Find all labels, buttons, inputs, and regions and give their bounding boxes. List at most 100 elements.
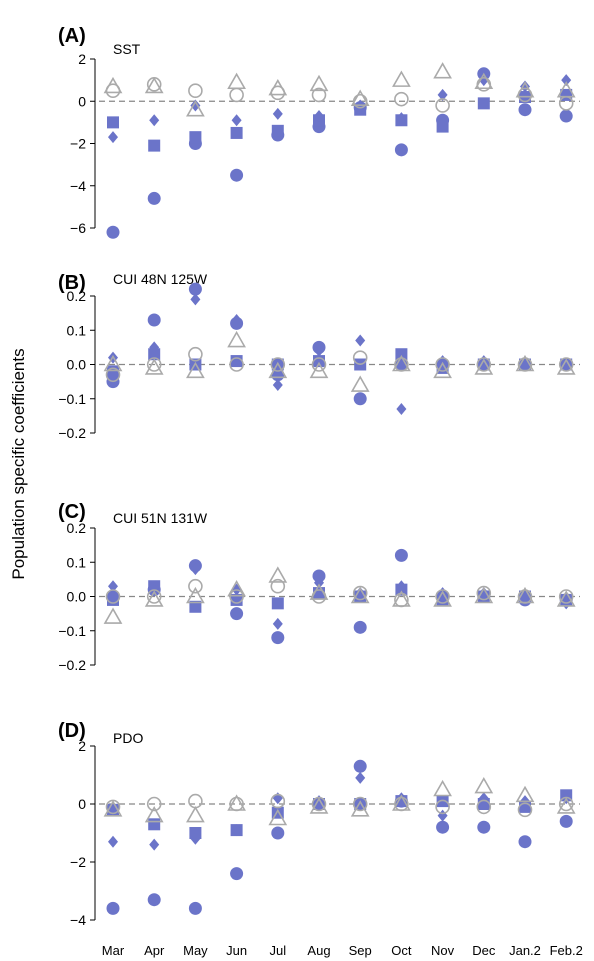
x-tick-label: Oct (391, 943, 412, 958)
open-triangle-marker (186, 361, 205, 379)
filled-circle-marker (230, 607, 244, 621)
open-circle-marker (188, 83, 203, 98)
panel-letter: (A) (58, 25, 86, 47)
filled-circle-marker (230, 867, 244, 881)
open-triangle-marker (268, 566, 288, 583)
filled-circle-marker (559, 814, 573, 828)
open-triangle-marker (350, 89, 370, 106)
x-tick-label: Jan.2 (509, 943, 541, 958)
x-tick-label: Jul (269, 943, 286, 958)
y-tick-label: −2 (70, 136, 86, 152)
y-tick-label: 0.2 (67, 520, 87, 536)
x-tick-label: Apr (144, 943, 165, 958)
open-circle-marker (270, 357, 286, 372)
y-tick-label: 0 (78, 93, 86, 109)
open-triangle-marker (309, 361, 329, 379)
x-tick-label: Aug (307, 943, 330, 958)
filled-circle-marker (147, 191, 161, 205)
open-triangle-marker (309, 797, 329, 814)
open-circle-marker (311, 87, 327, 103)
open-circle-marker (105, 589, 121, 604)
open-triangle-marker (103, 76, 123, 94)
filled-diamond-marker (355, 587, 366, 600)
filled-square-marker (313, 355, 325, 368)
filled-diamond-marker (314, 110, 324, 123)
y-tick-label: −6 (70, 220, 86, 236)
x-axis: Mar Apr May Jun Jul Aug Sep Oct Nov Dec Jan.2 Feb.2 (102, 943, 583, 958)
open-circle-marker (476, 357, 492, 372)
open-triangle-marker (515, 785, 535, 803)
open-circle-marker (435, 357, 450, 372)
open-circle-marker (146, 796, 162, 812)
open-circle-marker (352, 796, 368, 812)
y-tick-label: 0.2 (67, 288, 87, 304)
open-circle-marker (311, 357, 327, 372)
open-triangle-marker (433, 62, 452, 79)
filled-diamond-marker (355, 334, 366, 347)
open-triangle-marker (433, 361, 452, 379)
x-tick-label: Jun (226, 943, 247, 958)
filled-diamond-marker (190, 832, 201, 845)
open-triangle-marker (515, 586, 535, 604)
y-tick-label: −0.1 (58, 623, 86, 639)
filled-circle-marker (147, 313, 161, 327)
open-triangle-marker (515, 81, 535, 98)
filled-circle-marker (106, 901, 120, 915)
open-triangle-marker (227, 330, 246, 348)
filled-circle-marker (147, 893, 161, 907)
open-triangle-marker (103, 800, 123, 817)
filled-diamond-marker (396, 580, 407, 593)
open-triangle-marker (268, 808, 288, 826)
filled-diamond-marker (149, 838, 160, 851)
open-circle-marker (229, 87, 244, 103)
panel-title: CUI 48N 125W (113, 271, 208, 287)
open-triangle-marker (556, 81, 576, 98)
open-triangle-marker (144, 590, 164, 607)
filled-circle-marker (559, 109, 573, 123)
y-tick-label: −0.1 (58, 391, 86, 407)
panel-c: (C) CUI 51N 131W 0.2 0.1 0.0 −0.1 −0.2 (58, 501, 580, 673)
y-tick-label: −0.2 (58, 657, 86, 673)
open-triangle-marker (227, 580, 246, 597)
open-triangle-marker (186, 100, 205, 117)
open-triangle-marker (268, 78, 288, 96)
y-tick-label: −2 (70, 854, 86, 870)
open-circle-marker (146, 357, 162, 372)
filled-diamond-marker (396, 112, 407, 125)
y-tick-label: −4 (70, 178, 86, 194)
filled-circle-marker (518, 103, 532, 117)
filled-square-marker (189, 131, 202, 144)
filled-square-marker (271, 124, 284, 137)
filled-circle-marker (353, 392, 367, 406)
y-tick-label: −0.2 (58, 425, 86, 441)
open-circle-marker (352, 350, 368, 365)
open-circle-marker (270, 793, 286, 809)
open-triangle-marker (144, 358, 164, 375)
filled-circle-marker (188, 901, 202, 915)
open-circle-marker (558, 357, 574, 372)
filled-square-marker (271, 597, 284, 610)
filled-circle-marker (106, 225, 120, 239)
open-triangle-marker (350, 800, 370, 817)
filled-circle-marker (188, 282, 202, 296)
filled-square-marker (395, 348, 408, 361)
filled-diamond-marker (231, 824, 242, 837)
panel-letter: (C) (58, 501, 86, 523)
y-tick-label: 0.0 (67, 357, 87, 373)
x-tick-label: Mar (102, 943, 125, 958)
y-tick-label: 0 (78, 796, 86, 812)
filled-square-marker (477, 97, 490, 110)
filled-square-marker (230, 126, 243, 139)
filled-circle-marker (477, 820, 491, 834)
filled-square-marker (189, 600, 202, 613)
filled-circle-marker (518, 835, 532, 849)
open-triangle-marker (556, 797, 576, 814)
panel-title: PDO (113, 730, 143, 746)
open-triangle-marker (433, 779, 452, 797)
filled-square-marker (107, 365, 119, 378)
open-circle-marker (188, 578, 203, 594)
filled-diamond-marker (314, 576, 324, 589)
filled-circle-marker (271, 631, 285, 645)
filled-diamond-marker (478, 587, 489, 600)
open-circle-marker (435, 98, 450, 113)
